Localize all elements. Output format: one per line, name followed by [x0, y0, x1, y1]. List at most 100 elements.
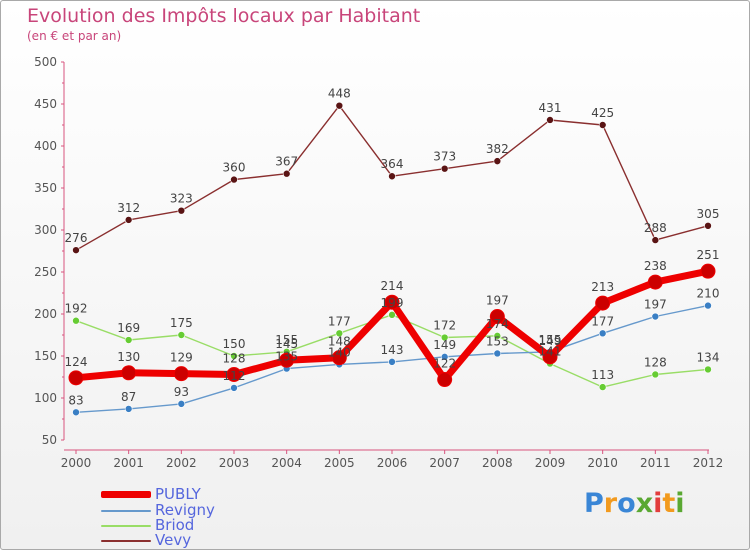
data-point-revigny: [598, 329, 607, 338]
data-point-publy: [595, 295, 611, 311]
y-tick-label: 500: [34, 55, 57, 69]
data-label-briod: 177: [328, 314, 351, 328]
data-label-publy: 124: [65, 355, 88, 369]
x-tick-label: 2003: [219, 456, 250, 470]
logo-letter: i: [675, 488, 685, 519]
data-label-briod: 141: [539, 345, 562, 359]
data-point-vevy: [177, 206, 186, 215]
data-point-vevy: [493, 157, 502, 165]
data-point-revigny: [388, 358, 396, 366]
data-label-vevy: 276: [65, 231, 88, 245]
legend-swatch-revigny: [101, 510, 151, 512]
y-tick-label: 450: [34, 97, 57, 111]
data-point-briod: [704, 365, 712, 374]
data-label-revigny: 155: [539, 333, 562, 347]
x-tick-label: 2010: [587, 456, 618, 470]
logo-letter: i: [653, 488, 663, 519]
data-point-vevy: [440, 164, 449, 173]
data-label-publy: 197: [486, 294, 509, 308]
data-label-revigny: 83: [68, 393, 83, 407]
data-label-briod: 150: [223, 337, 246, 351]
y-tick-label: 300: [34, 223, 57, 237]
data-point-publy: [700, 263, 716, 279]
logo-letter: r: [603, 488, 618, 519]
x-tick-label: 2007: [429, 456, 460, 470]
data-point-publy: [68, 370, 84, 386]
logo-letter: o: [617, 488, 636, 519]
data-label-revigny: 135: [275, 350, 298, 364]
data-label-briod: 113: [591, 368, 614, 382]
x-tick-label: 2001: [113, 456, 144, 470]
y-tick-label: 150: [34, 349, 57, 363]
data-label-revigny: 93: [174, 385, 189, 399]
data-label-vevy: 431: [539, 101, 562, 115]
data-label-briod: 174: [486, 317, 509, 331]
data-point-revigny: [493, 349, 502, 358]
data-label-publy: 251: [697, 248, 720, 262]
logo-letter: t: [662, 488, 676, 519]
legend-swatch-briod: [101, 525, 151, 527]
data-label-revigny: 149: [433, 338, 456, 352]
x-tick-label: 2011: [640, 456, 671, 470]
data-point-publy: [226, 366, 242, 382]
legend-label-briod: Briod: [155, 516, 195, 534]
data-label-vevy: 373: [433, 150, 456, 164]
data-point-briod: [177, 331, 186, 339]
data-point-publy: [121, 365, 137, 381]
data-point-briod: [598, 383, 607, 391]
data-point-revigny: [440, 353, 449, 361]
data-point-briod: [440, 333, 449, 342]
logo-letter: P: [584, 488, 604, 519]
data-label-vevy: 323: [170, 192, 193, 206]
data-label-briod: 172: [433, 319, 456, 333]
y-tick-label: 400: [34, 139, 57, 153]
data-point-revigny: [704, 301, 712, 310]
x-tick-label: 2005: [324, 456, 355, 470]
data-point-vevy: [704, 222, 712, 230]
x-tick-label: 2012: [693, 456, 724, 470]
data-point-publy: [437, 372, 453, 388]
data-point-vevy: [72, 246, 80, 254]
x-tick-label: 2006: [377, 456, 408, 470]
legend-label-vevy: Vevy: [155, 531, 192, 549]
legend-label-revigny: Revigny: [155, 501, 215, 519]
x-tick-label: 2008: [482, 456, 513, 470]
data-point-revigny: [124, 405, 133, 413]
data-label-briod: 134: [697, 350, 720, 364]
data-label-publy: 130: [117, 350, 140, 364]
data-point-briod: [230, 352, 238, 360]
data-label-briod: 155: [275, 333, 298, 347]
data-point-publy: [647, 274, 663, 290]
x-tick-label: 2009: [535, 456, 566, 470]
data-label-publy: 122: [433, 357, 456, 371]
y-tick-label: 50: [42, 433, 57, 447]
data-point-vevy: [282, 169, 291, 178]
data-label-vevy: 288: [644, 221, 667, 235]
data-label-revigny: 87: [121, 390, 136, 404]
data-point-vevy: [546, 116, 554, 124]
data-label-revigny: 197: [644, 298, 667, 312]
data-label-publy: 145: [275, 337, 298, 351]
data-label-briod: 199: [381, 296, 404, 310]
x-tick-label: 2002: [166, 456, 197, 470]
data-label-revigny: 112: [223, 369, 246, 383]
data-point-briod: [651, 370, 660, 379]
data-label-vevy: 360: [223, 161, 246, 175]
data-point-vevy: [230, 175, 238, 184]
data-label-revigny: 177: [591, 314, 614, 328]
data-point-revigny: [230, 384, 238, 392]
data-point-briod: [493, 332, 502, 340]
data-label-briod: 175: [170, 316, 193, 330]
data-point-publy: [279, 352, 295, 368]
legend-swatch-publy: [101, 491, 151, 498]
data-label-vevy: 364: [381, 157, 404, 171]
data-point-briod: [335, 329, 344, 338]
data-label-publy: 213: [591, 280, 614, 294]
data-label-revigny: 140: [328, 345, 351, 359]
data-point-publy: [542, 349, 558, 365]
data-label-vevy: 448: [328, 87, 351, 101]
data-point-briod: [72, 316, 80, 325]
x-tick-label: 2004: [271, 456, 302, 470]
